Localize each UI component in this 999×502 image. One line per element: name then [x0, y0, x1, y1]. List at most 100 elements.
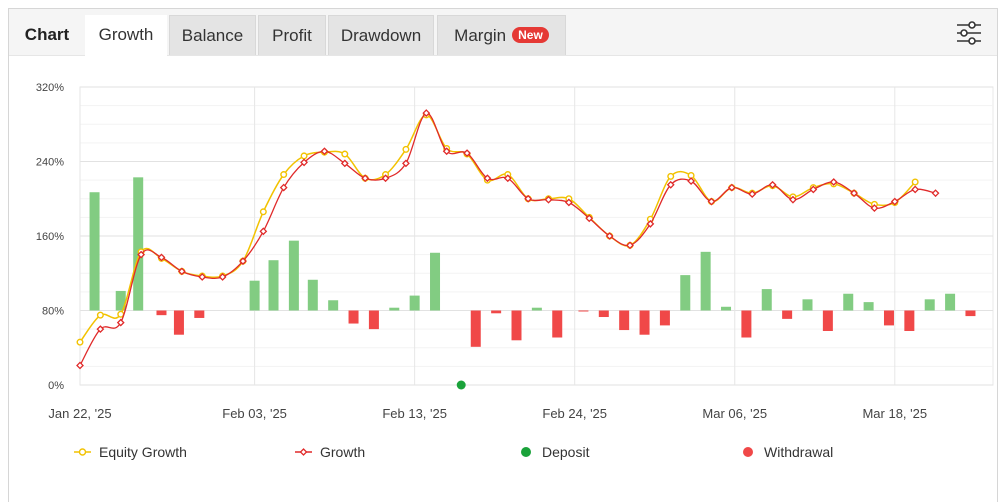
growth-line: [79, 112, 936, 366]
y-tick-label: 240%: [36, 157, 64, 169]
bar-positive: [721, 306, 732, 311]
bar-positive: [389, 307, 400, 311]
bar-positive: [430, 252, 441, 311]
bar-positive: [249, 280, 260, 311]
bar-negative: [965, 310, 976, 317]
tab-chart[interactable]: Chart: [24, 25, 70, 44]
growth-point: [340, 159, 349, 168]
deposit-marker[interactable]: [456, 380, 466, 390]
growth-point: [402, 159, 410, 168]
x-tick-label: Feb 24, '25: [542, 406, 607, 421]
growth-point: [748, 190, 757, 199]
bar-negative: [741, 310, 752, 338]
tab-profit[interactable]: Profit: [258, 15, 326, 55]
bar-negative: [598, 310, 609, 318]
x-tick-label: Mar 06, '25: [702, 406, 767, 421]
bar-positive: [761, 289, 772, 311]
legend-deposit-marker: [521, 447, 531, 457]
bar-negative: [368, 310, 379, 330]
tab-drawdown[interactable]: Drawdown: [328, 15, 434, 55]
growth-point: [320, 147, 329, 156]
bars: [89, 177, 976, 347]
growth-point: [626, 241, 634, 250]
legend-equity-marker: [78, 448, 87, 456]
growth-point: [544, 195, 553, 204]
x-axis: Jan 22, '25 Feb 03, '25 Feb 13, '25 Feb 24,…: [48, 406, 927, 421]
equity-growth-point: [300, 152, 308, 160]
growth-point: [768, 180, 777, 189]
legend-equity-growth[interactable]: Equity Growth: [74, 444, 187, 460]
bar-negative: [659, 310, 670, 326]
growth-point: [177, 267, 186, 276]
growth-point: [239, 257, 247, 266]
y-tick-label: 160%: [36, 231, 64, 243]
legend-label: Withdrawal: [764, 444, 833, 460]
legend-deposit[interactable]: Deposit: [521, 444, 590, 460]
growth-point: [789, 195, 797, 204]
bar-negative: [639, 310, 650, 335]
tab-margin-label: Margin: [454, 26, 507, 45]
growth-point: [687, 177, 696, 185]
equity-growth-point: [96, 311, 104, 319]
equity-growth-point: [259, 208, 267, 216]
growth-point: [809, 185, 818, 194]
legend: Equity Growth Growth Deposit Withdrawal: [74, 444, 833, 460]
growth-point: [361, 174, 370, 183]
bar-positive: [802, 299, 813, 311]
growth-point: [911, 185, 920, 194]
growth-point: [218, 273, 227, 281]
bar-negative: [491, 310, 502, 314]
bar-positive: [531, 307, 542, 311]
growth-point: [279, 183, 288, 192]
legend-growth[interactable]: Growth: [295, 444, 365, 460]
bar-positive: [307, 279, 318, 311]
tab-bar: Chart Growth Balance Profit Drawdown Mar…: [9, 9, 997, 56]
bar-positive: [115, 290, 126, 311]
bar-positive: [843, 293, 854, 311]
bar-positive: [945, 293, 956, 311]
tab-balance[interactable]: Balance: [169, 15, 256, 55]
bar-negative: [173, 310, 184, 335]
growth-point: [96, 325, 105, 334]
equity-growth-point: [76, 338, 84, 346]
x-tick-label: Feb 03, '25: [222, 406, 287, 421]
bar-negative: [822, 310, 833, 331]
growth-point: [422, 109, 431, 117]
legend-growth-marker: [299, 448, 308, 456]
equity-growth-point: [667, 172, 675, 180]
bar-negative: [470, 310, 481, 347]
tab-growth[interactable]: Growth: [85, 15, 167, 56]
growth-point: [503, 174, 512, 183]
equity-growth-point: [402, 145, 410, 153]
x-tick-label: Feb 13, '25: [382, 406, 447, 421]
bar-positive: [924, 299, 935, 311]
growth-point: [605, 232, 614, 240]
bar-positive: [680, 275, 691, 311]
growth-point: [116, 318, 125, 327]
bar-positive: [328, 300, 339, 311]
growth-point: [585, 214, 594, 223]
legend-withdrawal[interactable]: Withdrawal: [743, 444, 833, 460]
bar-positive: [133, 177, 144, 311]
deposit-withdrawal-markers: [456, 380, 466, 390]
x-tick-label: Jan 22, '25: [48, 406, 111, 421]
bar-positive: [288, 240, 299, 311]
growth-point: [666, 180, 675, 189]
growth-point: [707, 197, 716, 206]
growth-point: [524, 194, 533, 203]
bar-negative: [194, 310, 205, 318]
y-tick-label: 320%: [36, 82, 64, 94]
equity-growth-point: [341, 150, 349, 158]
growth-point: [890, 197, 899, 206]
growth-point: [646, 219, 655, 228]
growth-point: [300, 158, 308, 167]
growth-point: [198, 273, 207, 281]
bar-negative: [511, 310, 522, 341]
growth-point: [381, 174, 390, 183]
tab-margin[interactable]: Margin New: [437, 15, 566, 55]
equity-growth-line: [79, 114, 916, 343]
growth-point: [931, 189, 940, 198]
legend-label: Growth: [320, 444, 365, 460]
sliders-icon[interactable]: [955, 19, 983, 47]
